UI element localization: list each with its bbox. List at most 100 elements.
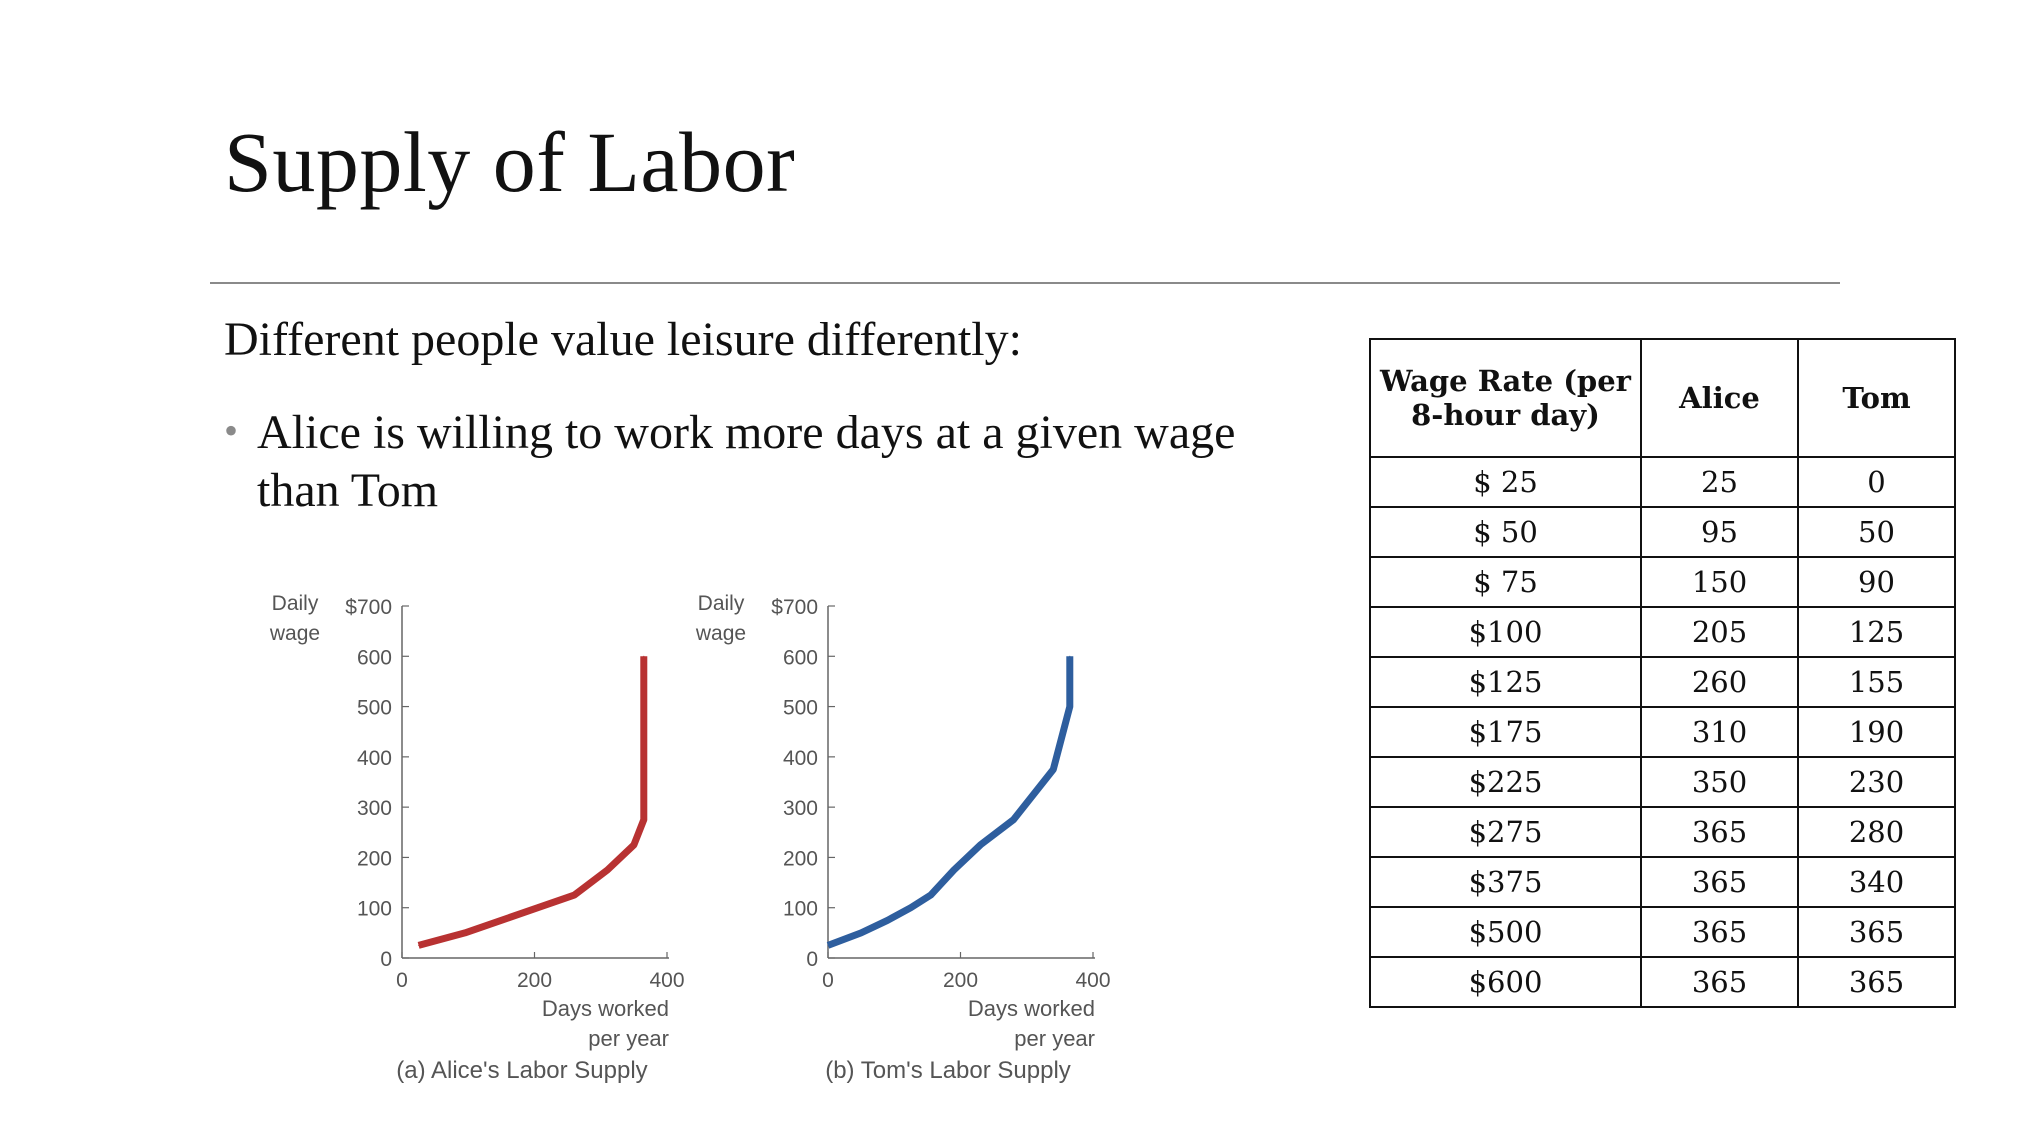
chart-0-x-tick-label: 400 [649,969,684,992]
cell-tom: 230 [1797,756,1956,808]
table-row: $ 75 150 90 [1369,556,1956,608]
cell-alice: 205 [1640,606,1799,658]
chart-1-y-tick-label: 100 [783,898,818,921]
cell-alice: 365 [1640,906,1799,958]
chart-0-data-point [464,932,466,934]
chart-0-series-line [417,656,648,949]
chart-1-y-tick-label: 400 [783,747,818,770]
chart-0-caption: (a) Alice's Labor Supply [396,1057,647,1084]
chart-0-y-tick-label: 0 [380,948,392,971]
slide-title: Supply of Labor [224,114,796,210]
chart-0-x-label-line1: Days worked [542,996,669,1021]
header-alice: Alice [1640,338,1799,458]
header-tom: Tom [1797,338,1956,458]
chart-1-x-tick-label: 0 [822,969,834,992]
chart-1-data-point [827,944,829,946]
chart-0-y-tick-label: 600 [357,646,392,669]
chart-1-x-tick-label: 400 [1075,969,1110,992]
chart-0-data-point [500,919,502,921]
cell-tom: 340 [1797,856,1956,908]
chart-0-y-tick-label: 500 [357,697,392,720]
chart-0-data-point [643,819,645,821]
cell-tom: 125 [1797,606,1956,658]
cell-tom: 0 [1797,456,1956,508]
title-divider [210,282,1840,284]
cell-alice: 365 [1640,806,1799,858]
chart-0-x-label-line2: per year [588,1026,669,1051]
table-row: $ 50 95 50 [1369,506,1956,558]
cell-alice: 150 [1640,556,1799,608]
cell-wage-rate: $ 25 [1369,456,1642,508]
chart-1-data-point [860,932,862,934]
chart-1-x-label-line1: Days worked [968,996,1095,1021]
chart-1-data-point [953,869,955,871]
chart-1-caption: (b) Tom's Labor Supply [825,1057,1071,1084]
cell-wage-rate: $275 [1369,806,1642,858]
chart-alice-svg: 0 100 200 300 400 500 600 $700 0 200 400 Daily wage D… [269,592,685,1084]
table-header-row: Wage Rate (per 8-hour day) Alice Tom [1369,338,1956,458]
chart-1-data-point [1069,706,1071,708]
chart-1-data-point [930,894,932,896]
cell-alice: 365 [1640,856,1799,908]
wage-table: Wage Rate (per 8-hour day) Alice Tom $ 2… [1369,338,1956,1008]
cell-wage-rate: $ 50 [1369,506,1642,558]
cell-wage-rate: $125 [1369,656,1642,708]
cell-alice: 310 [1640,706,1799,758]
bullet-item: • Alice is willing to work more days at … [224,404,1304,520]
chart-1-y-label-line1: Daily [698,592,745,615]
cell-wage-rate: $600 [1369,956,1642,1008]
intro-text: Different people value leisure different… [224,313,1022,366]
table-row: $100 205 125 [1369,606,1956,658]
chart-1-y-tick-label: 200 [783,847,818,870]
chart-0-y-tick-label: 300 [357,797,392,820]
chart-1-data-point [979,844,981,846]
chart-0-data-point [643,706,645,708]
chart-1-x-tick-label: 200 [943,969,978,992]
bullet-marker: • [224,408,239,453]
cell-wage-rate: $375 [1369,856,1642,908]
table-row: $500 365 365 [1369,906,1956,958]
chart-0-data-point [606,869,608,871]
cell-tom: 50 [1797,506,1956,558]
chart-0-data-point [418,944,420,946]
cell-alice: 260 [1640,656,1799,708]
chart-1-data-point [1069,655,1071,657]
chart-tom-svg: 0 100 200 300 400 500 600 $700 0 200 400 Daily wage D… [695,592,1111,1084]
chart-1-x-label-line2: per year [1014,1026,1095,1051]
chart-1-y-tick-label: 0 [806,948,818,971]
chart-0-x-tick-label: 0 [396,969,408,992]
cell-alice: 350 [1640,756,1799,808]
cell-alice: 25 [1640,456,1799,508]
chart-1-data-point [910,907,912,909]
chart-1-y-tick-label: 500 [783,697,818,720]
chart-0-data-point [643,655,645,657]
table-row: $275 365 280 [1369,806,1956,858]
table-row: $ 25 25 0 [1369,456,1956,508]
chart-1-y-tick-label: 600 [783,646,818,669]
chart-1-data-point [1052,768,1054,770]
bullet-text: Alice is willing to work more days at a … [257,406,1236,517]
chart-0-data-point [633,844,635,846]
chart-0-y-label-line2: wage [269,622,320,645]
chart-alice: 0 100 200 300 400 500 600 $700 0 200 400 Daily wage D… [255,585,695,1110]
chart-1-y-tick-label: $700 [771,596,818,619]
cell-tom: 190 [1797,706,1956,758]
table-row: $600 365 365 [1369,956,1956,1008]
chart-0-data-point [643,768,645,770]
cell-wage-rate: $175 [1369,706,1642,758]
chart-1-y-label-line2: wage [695,622,746,645]
cell-wage-rate: $225 [1369,756,1642,808]
cell-wage-rate: $100 [1369,606,1642,658]
cell-tom: 365 [1797,956,1956,1008]
table-row: $125 260 155 [1369,656,1956,708]
table-row: $225 350 230 [1369,756,1956,808]
chart-0-data-point [537,907,539,909]
chart-1-data-point [1013,819,1014,821]
cell-alice: 95 [1640,506,1799,558]
chart-0-y-tick-label: 100 [357,898,392,921]
cell-tom: 155 [1797,656,1956,708]
chart-tom: 0 100 200 300 400 500 600 $700 0 200 400 Daily wage D… [681,585,1121,1110]
cell-wage-rate: $500 [1369,906,1642,958]
chart-0-y-label-line1: Daily [272,592,319,615]
chart-1-data-point [887,919,889,921]
